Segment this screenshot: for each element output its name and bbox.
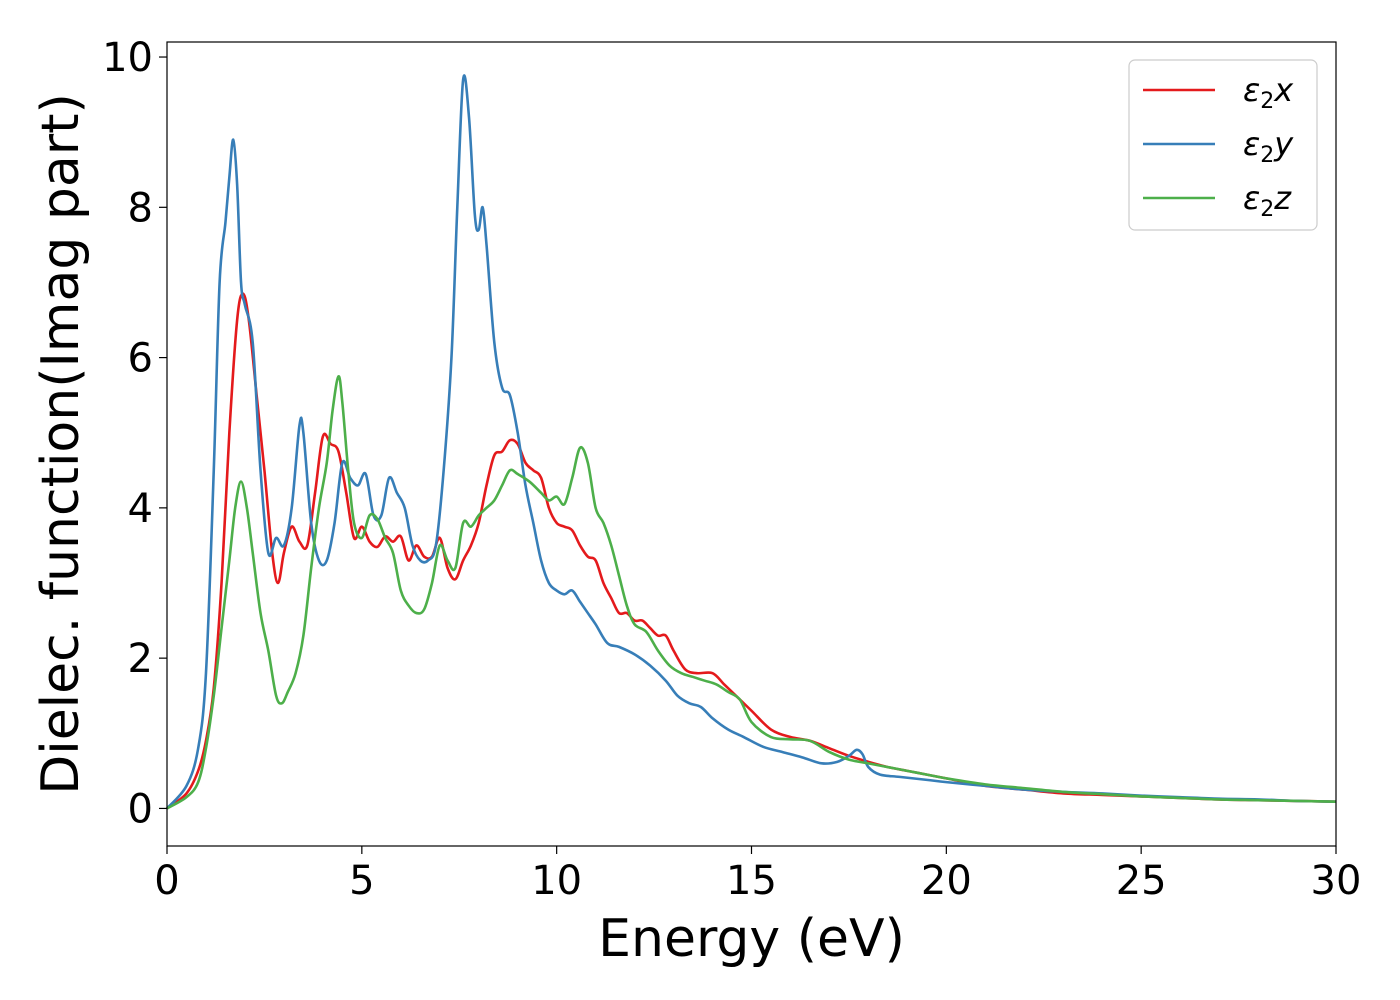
x-axis-label: Energy (eV): [598, 909, 905, 969]
y-axis-label: Dielec. function(Imag part): [31, 93, 91, 795]
y-axis-ticks: 0 2 4 6 8 10: [102, 35, 167, 832]
y-tick-label: 2: [128, 636, 153, 682]
y-tick-label: 8: [128, 185, 153, 231]
x-axis-ticks: 0 5 10 15 20 25 30: [154, 846, 1361, 904]
plot-lines: [166, 74, 1337, 810]
x-tick-label: 0: [154, 858, 179, 904]
legend: ε2x ε2y ε2z: [1128, 59, 1318, 231]
legend-label-x: ε2x: [1243, 71, 1294, 114]
x-tick-label: 30: [1311, 858, 1362, 904]
series-line-y: [166, 74, 1337, 810]
y-tick-label: 4: [128, 486, 153, 532]
legend-box: [1128, 59, 1318, 231]
legend-label-y: ε2y: [1243, 125, 1294, 168]
x-tick-label: 5: [349, 858, 374, 904]
legend-label-z: ε2z: [1243, 179, 1292, 222]
y-tick-label: 10: [102, 35, 153, 81]
y-tick-label: 0: [128, 786, 153, 832]
x-tick-label: 10: [531, 858, 582, 904]
x-tick-label: 20: [921, 858, 972, 904]
x-tick-label: 25: [1116, 858, 1167, 904]
series-line-x: [166, 292, 1337, 810]
y-tick-label: 6: [128, 336, 153, 382]
series-line-z: [166, 375, 1337, 810]
x-tick-label: 15: [726, 858, 777, 904]
